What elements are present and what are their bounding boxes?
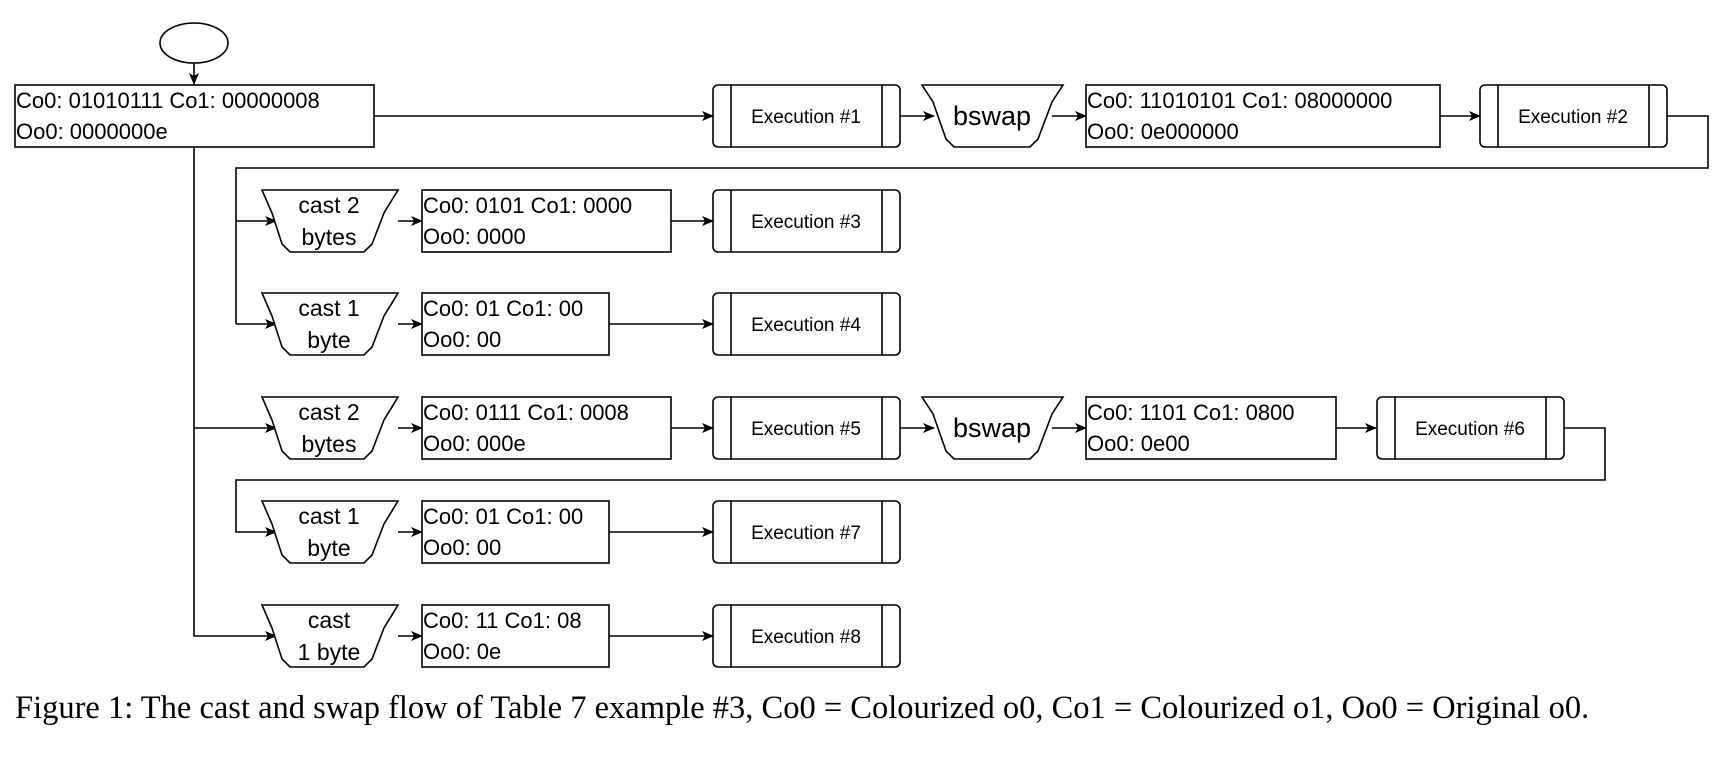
edge-exec6-wrap-to-cast1b (235, 427, 1606, 537)
state-box-s7: Co0: 11 Co1: 08 Oo0: 0e (421, 604, 610, 668)
operation-cast-1-byte-a-line2: byte (307, 327, 350, 353)
operation-cast-1-byte-b-line1: cast 1 (298, 503, 359, 529)
edge-trunk-to-cast1c (193, 148, 277, 641)
operation-cast-1-byte-b-line2: byte (307, 535, 350, 561)
figure-caption: Figure 1: The cast and swap flow of Tabl… (15, 690, 1590, 726)
execution-node-3: Execution #3 (712, 189, 901, 253)
operation-cast-2-bytes-b-line1: cast 2 (298, 399, 359, 425)
state-box-s4-line1: Co0: 0111 Co1: 0008 (423, 400, 629, 425)
state-box-s4-line2: Oo0: 000e (423, 431, 526, 456)
operation-cast-2-bytes-b: cast 2 bytes (260, 396, 400, 460)
execution-node-1: Execution #1 (712, 84, 901, 148)
state-box-s5-line1: Co0: 1101 Co1: 0800 (1087, 400, 1295, 425)
state-box-s3-line2: Oo0: 00 (423, 327, 501, 352)
execution-node-7-label: Execution #7 (751, 523, 861, 544)
operation-cast-1-byte-b: cast 1 byte (260, 500, 400, 564)
execution-node-6: Execution #6 (1376, 396, 1565, 460)
execution-node-4: Execution #4 (712, 292, 901, 356)
execution-node-1-label: Execution #1 (751, 107, 861, 128)
start-node (159, 22, 229, 64)
operation-bswap-1-label: bswap (953, 101, 1031, 131)
state-box-s6: Co0: 01 Co1: 00 Oo0: 00 (421, 500, 610, 564)
state-box-s2: Co0: 0101 Co1: 0000 Oo0: 0000 (421, 189, 672, 253)
execution-node-7: Execution #7 (712, 500, 901, 564)
execution-node-8-label: Execution #8 (751, 627, 861, 648)
state-box-s0-line1: Co0: 01010111 Co1: 00000008 (16, 88, 320, 113)
operation-bswap-1: bswap (920, 84, 1065, 148)
state-box-s0-line2: Oo0: 0000000e (16, 119, 168, 144)
execution-node-2: Execution #2 (1479, 84, 1668, 148)
execution-node-5-label: Execution #5 (751, 419, 861, 440)
state-box-s1-line2: Oo0: 0e000000 (1087, 119, 1239, 144)
operation-cast-2-bytes-a: cast 2 bytes (260, 189, 400, 253)
cast-swap-flow-diagram: Co0: 01010111 Co1: 00000008 Oo0: 0000000… (14, 22, 1709, 668)
edges (189, 62, 1709, 641)
state-box-s2-line1: Co0: 0101 Co1: 0000 (423, 193, 632, 218)
operation-cast-1-byte-c-line1: cast (308, 607, 351, 633)
state-box-s1-line1: Co0: 11010101 Co1: 08000000 (1087, 88, 1392, 113)
state-box-s5: Co0: 1101 Co1: 0800 Oo0: 0e00 (1085, 396, 1337, 460)
state-box-s6-line2: Oo0: 00 (423, 535, 501, 560)
execution-node-5: Execution #5 (712, 396, 901, 460)
state-box-s1: Co0: 11010101 Co1: 08000000 Oo0: 0e00000… (1085, 84, 1441, 148)
operation-bswap-2: bswap (920, 396, 1065, 460)
execution-node-6-label: Execution #6 (1415, 419, 1525, 440)
operation-cast-2-bytes-a-line1: cast 2 (298, 192, 359, 218)
edge-exec2-wrap (235, 115, 1709, 324)
state-box-s3-line1: Co0: 01 Co1: 00 (423, 296, 583, 321)
state-box-s7-line2: Oo0: 0e (423, 639, 501, 664)
operation-cast-1-byte-a-line1: cast 1 (298, 295, 359, 321)
state-box-s5-line2: Oo0: 0e00 (1087, 431, 1190, 456)
execution-node-3-label: Execution #3 (751, 212, 861, 233)
state-box-s6-line1: Co0: 01 Co1: 00 (423, 504, 583, 529)
state-box-s2-line2: Oo0: 0000 (423, 224, 526, 249)
execution-node-2-label: Execution #2 (1518, 107, 1628, 128)
operation-cast-2-bytes-b-line2: bytes (302, 431, 357, 457)
execution-node-4-label: Execution #4 (751, 315, 861, 336)
state-box-s4: Co0: 0111 Co1: 0008 Oo0: 000e (421, 396, 672, 460)
execution-node-8: Execution #8 (712, 604, 901, 668)
state-box-s7-line1: Co0: 11 Co1: 08 (423, 608, 582, 633)
operation-cast-1-byte-c-line2: 1 byte (298, 639, 361, 665)
operation-cast-2-bytes-a-line2: bytes (302, 224, 357, 250)
operation-bswap-2-label: bswap (953, 413, 1031, 443)
operation-cast-1-byte-a: cast 1 byte (260, 292, 400, 356)
state-box-s0: Co0: 01010111 Co1: 00000008 Oo0: 0000000… (14, 84, 375, 148)
operation-cast-1-byte-c: cast 1 byte (260, 604, 400, 668)
state-box-s3: Co0: 01 Co1: 00 Oo0: 00 (421, 292, 610, 356)
